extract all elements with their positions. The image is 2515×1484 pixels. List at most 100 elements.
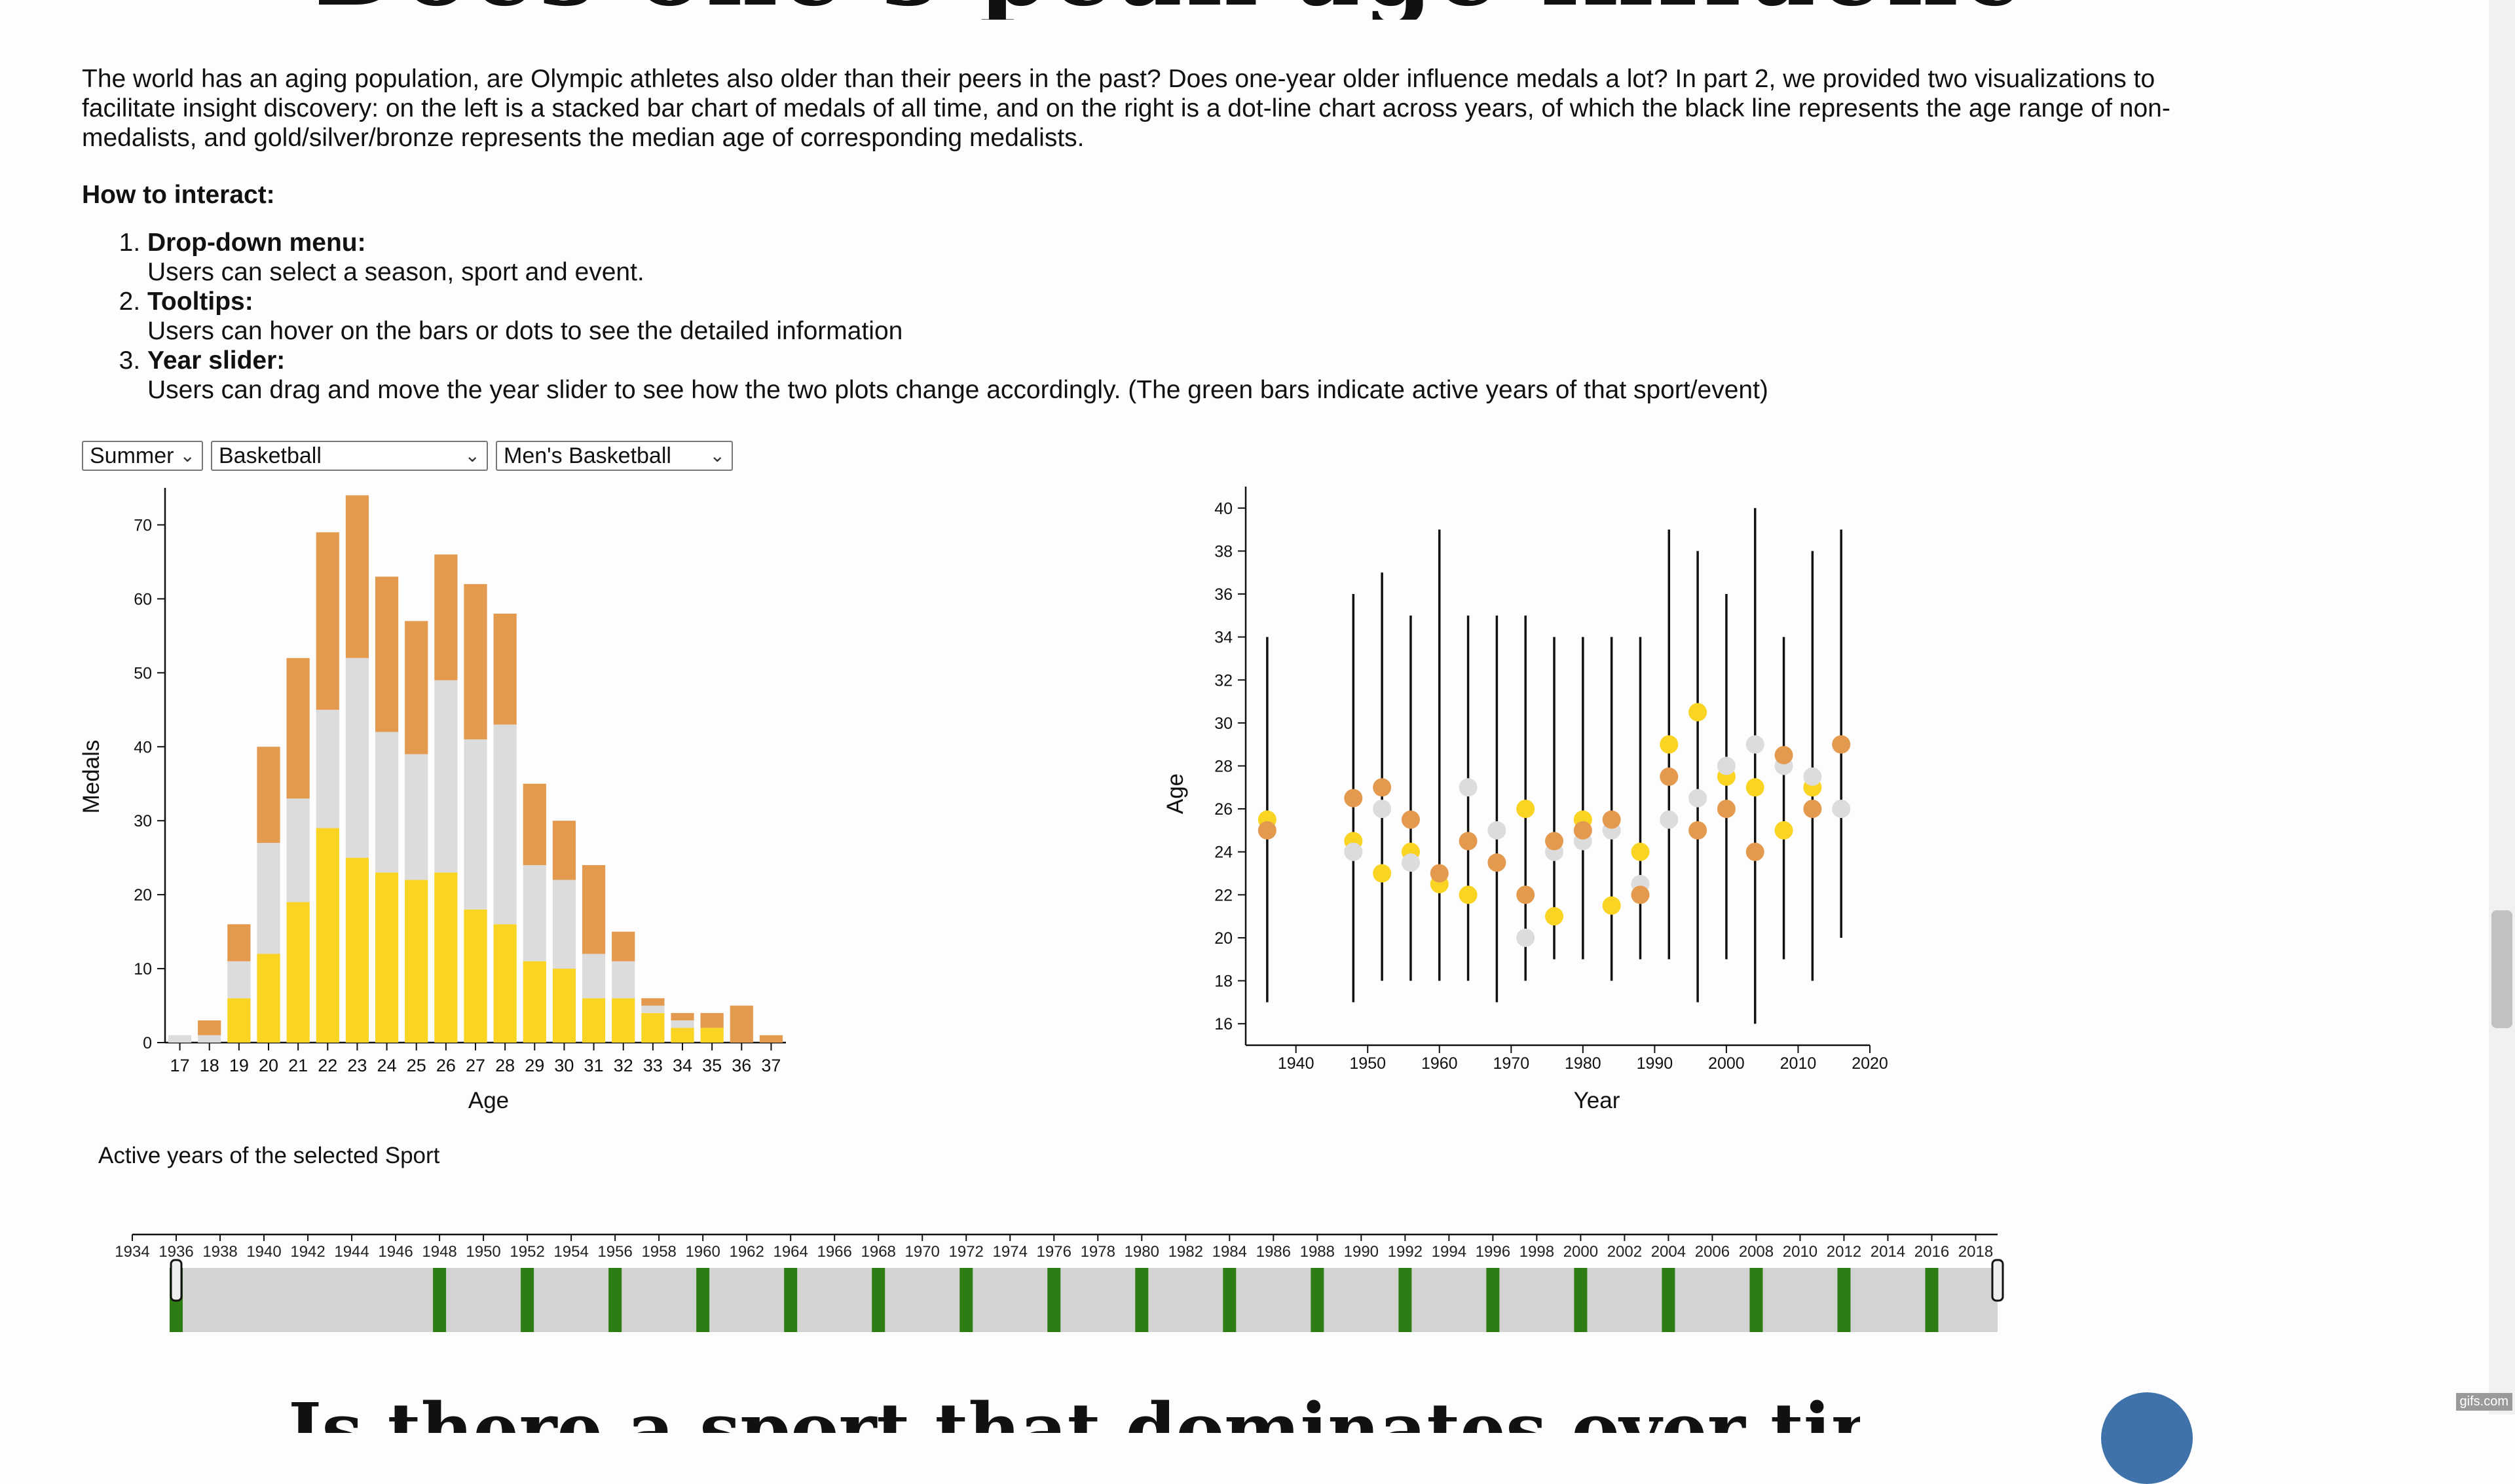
slider-label: Active years of the selected Sport <box>98 1143 440 1168</box>
y-tick-label: 60 <box>134 590 152 608</box>
active-year-bar <box>1837 1268 1851 1332</box>
median-dot-bronze <box>1602 810 1621 829</box>
slider-tick-label: 2004 <box>1651 1243 1686 1261</box>
bar-segment-gold <box>227 998 251 1043</box>
x-tick-label: 30 <box>554 1056 574 1075</box>
bar-segment-bronze <box>375 576 399 732</box>
scroll-top-button[interactable] <box>2101 1392 2193 1484</box>
bar-segment-bronze <box>759 1035 783 1043</box>
slider-tick-label: 1954 <box>553 1243 588 1261</box>
bar-segment-silver <box>168 1035 192 1043</box>
sport-select[interactable]: Basketball ⌄ <box>211 441 488 471</box>
slider-tick-label: 1988 <box>1300 1243 1335 1261</box>
x-tick-label: 37 <box>761 1056 781 1075</box>
slider-tick-label: 1980 <box>1125 1243 1159 1261</box>
bar-segment-silver <box>671 1020 694 1028</box>
median-dot-bronze <box>1631 885 1650 904</box>
median-dot-silver <box>1803 767 1822 786</box>
year-slider[interactable]: 1934 1936 1938 1940 1942 1944 1946 1948 1950 1952… <box>115 1233 2004 1332</box>
slider-tick-label: 1952 <box>510 1243 544 1261</box>
bar-segment-silver <box>286 798 310 902</box>
median-dot-gold <box>1545 907 1564 926</box>
x-tick-label: 27 <box>466 1056 485 1075</box>
bar-segment-silver <box>227 961 251 999</box>
y-tick-label: 28 <box>1214 758 1233 776</box>
bar-segment-gold <box>523 961 546 1043</box>
active-year-bar <box>1047 1268 1061 1332</box>
chevron-down-icon: ⌄ <box>179 445 195 466</box>
active-year-bar <box>1574 1268 1588 1332</box>
y-tick-label: 70 <box>134 516 152 534</box>
x-tick-label: 34 <box>673 1056 692 1075</box>
bar-segment-bronze <box>641 998 665 1006</box>
y-axis-title: Age <box>1163 773 1188 814</box>
slider-tick-label: 1948 <box>422 1243 456 1261</box>
active-year-bar <box>433 1268 447 1332</box>
y-tick-label: 16 <box>1214 1015 1233 1033</box>
y-axis-title: Medals <box>79 740 104 814</box>
bar-segment-silver <box>493 724 517 925</box>
slider-tick-label: 1938 <box>202 1243 237 1261</box>
slider-tick-label: 1940 <box>246 1243 281 1261</box>
slider-tick-label: 2006 <box>1695 1243 1730 1261</box>
y-tick-label: 18 <box>1214 973 1233 991</box>
page-scrollbar[interactable] <box>2489 0 2515 1415</box>
bar-segment-bronze <box>198 1020 221 1035</box>
sport-select-value: Basketball <box>219 443 322 468</box>
x-tick-label: 31 <box>584 1056 604 1075</box>
median-dot-bronze <box>1459 832 1478 851</box>
x-tick-label: 33 <box>643 1056 663 1075</box>
active-year-bar <box>784 1268 798 1332</box>
median-dot-silver <box>1660 810 1679 829</box>
bar-segment-bronze <box>227 924 251 961</box>
slider-tick-label: 1982 <box>1168 1243 1203 1261</box>
x-tick-label: 28 <box>495 1056 515 1075</box>
slider-tick-label: 1990 <box>1344 1243 1379 1261</box>
y-tick-label: 30 <box>1214 714 1233 733</box>
scrollbar-thumb[interactable] <box>2491 910 2512 1028</box>
y-tick-label: 0 <box>143 1034 152 1052</box>
bar-segment-bronze <box>257 747 280 844</box>
median-dot-bronze <box>1258 821 1276 840</box>
bar-segment-gold <box>700 1028 724 1043</box>
x-tick-label: 21 <box>288 1056 308 1075</box>
active-year-bar <box>1398 1268 1412 1332</box>
median-dot-gold <box>1459 885 1478 904</box>
active-year-bar <box>1662 1268 1675 1332</box>
x-axis-title: Year <box>1574 1088 1620 1113</box>
active-year-bar <box>1749 1268 1763 1332</box>
median-dot-bronze <box>1774 746 1793 765</box>
x-tick-label: 1990 <box>1637 1054 1673 1073</box>
bar-segment-bronze <box>493 613 517 725</box>
slider-tick-label: 1968 <box>861 1243 896 1261</box>
median-dot-gold <box>1631 842 1650 861</box>
x-tick-label: 36 <box>732 1056 751 1075</box>
chevron-down-icon: ⌄ <box>709 445 725 466</box>
median-dot-silver <box>1688 788 1707 807</box>
bar-segment-gold <box>464 909 487 1043</box>
season-select[interactable]: Summer ⌄ <box>82 441 203 471</box>
bar-segment-bronze <box>286 658 310 799</box>
event-select[interactable]: Men's Basketball ⌄ <box>496 441 733 471</box>
bar-segment-silver <box>612 961 635 999</box>
slider-tick-label: 2014 <box>1871 1243 1905 1261</box>
x-tick-label: 22 <box>318 1056 337 1075</box>
season-select-value: Summer <box>90 443 174 468</box>
slider-tick-label: 1936 <box>158 1243 193 1261</box>
bar-segment-gold <box>375 872 399 1043</box>
slider-tick-label: 1960 <box>685 1243 720 1261</box>
median-dot-silver <box>1745 735 1764 754</box>
bar-segment-gold <box>641 1012 665 1043</box>
median-dot-bronze <box>1373 778 1392 797</box>
x-tick-label: 23 <box>347 1056 367 1075</box>
y-tick-label: 36 <box>1214 585 1233 604</box>
slider-tick-label: 1998 <box>1519 1243 1554 1261</box>
bar-segment-bronze <box>464 584 487 739</box>
y-tick-label: 34 <box>1214 629 1233 647</box>
event-select-value: Men's Basketball <box>504 443 671 468</box>
median-dot-bronze <box>1516 885 1535 904</box>
bar-segment-gold <box>493 924 517 1043</box>
bar-segment-gold <box>316 828 339 1043</box>
list-item: Tooltips: Users can hover on the bars or… <box>147 287 1768 346</box>
slider-tick-label: 1946 <box>378 1243 413 1261</box>
